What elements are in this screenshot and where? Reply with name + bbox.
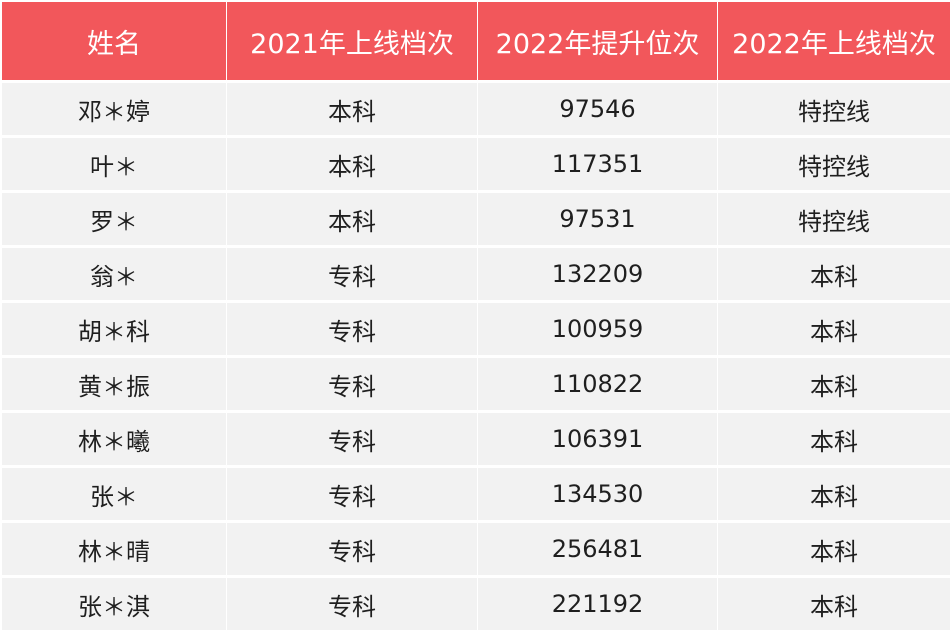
cell-2021-level: 专科 bbox=[227, 358, 477, 410]
header-2022-level: 2022年上线档次 bbox=[718, 2, 950, 80]
header-2021-level: 2021年上线档次 bbox=[227, 2, 477, 80]
cell-2021-level: 专科 bbox=[227, 523, 477, 575]
cell-2021-level: 专科 bbox=[227, 303, 477, 355]
cell-rank-increase: 106391 bbox=[478, 413, 717, 465]
cell-rank-increase: 97546 bbox=[478, 83, 717, 135]
header-name: 姓名 bbox=[2, 2, 226, 80]
cell-2022-level: 本科 bbox=[718, 413, 950, 465]
cell-name: 黄＊振 bbox=[2, 358, 226, 410]
cell-2021-level: 专科 bbox=[227, 468, 477, 520]
cell-rank-increase: 110822 bbox=[478, 358, 717, 410]
cell-2021-level: 专科 bbox=[227, 248, 477, 300]
cell-rank-increase: 132209 bbox=[478, 248, 717, 300]
cell-2022-level: 本科 bbox=[718, 468, 950, 520]
cell-2021-level: 专科 bbox=[227, 413, 477, 465]
cell-2021-level: 本科 bbox=[227, 138, 477, 190]
cell-2021-level: 本科 bbox=[227, 193, 477, 245]
cell-rank-increase: 221192 bbox=[478, 578, 717, 630]
cell-name: 叶＊ bbox=[2, 138, 226, 190]
cell-name: 林＊晴 bbox=[2, 523, 226, 575]
cell-name: 林＊曦 bbox=[2, 413, 226, 465]
cell-name: 张＊淇 bbox=[2, 578, 226, 630]
cell-name: 胡＊科 bbox=[2, 303, 226, 355]
cell-2021-level: 本科 bbox=[227, 83, 477, 135]
cell-2022-level: 本科 bbox=[718, 248, 950, 300]
cell-name: 张＊ bbox=[2, 468, 226, 520]
cell-2022-level: 特控线 bbox=[718, 193, 950, 245]
cell-name: 邓＊婷 bbox=[2, 83, 226, 135]
cell-rank-increase: 256481 bbox=[478, 523, 717, 575]
cell-2022-level: 本科 bbox=[718, 523, 950, 575]
cell-2022-level: 本科 bbox=[718, 358, 950, 410]
score-table: 姓名 2021年上线档次 2022年提升位次 2022年上线档次 邓＊婷 本科 … bbox=[2, 2, 950, 630]
header-2022-rank-increase: 2022年提升位次 bbox=[478, 2, 717, 80]
cell-name: 翁＊ bbox=[2, 248, 226, 300]
cell-rank-increase: 117351 bbox=[478, 138, 717, 190]
cell-2022-level: 本科 bbox=[718, 303, 950, 355]
cell-rank-increase: 100959 bbox=[478, 303, 717, 355]
cell-rank-increase: 97531 bbox=[478, 193, 717, 245]
cell-2022-level: 本科 bbox=[718, 578, 950, 630]
cell-2022-level: 特控线 bbox=[718, 83, 950, 135]
cell-rank-increase: 134530 bbox=[478, 468, 717, 520]
cell-2022-level: 特控线 bbox=[718, 138, 950, 190]
cell-2021-level: 专科 bbox=[227, 578, 477, 630]
cell-name: 罗＊ bbox=[2, 193, 226, 245]
